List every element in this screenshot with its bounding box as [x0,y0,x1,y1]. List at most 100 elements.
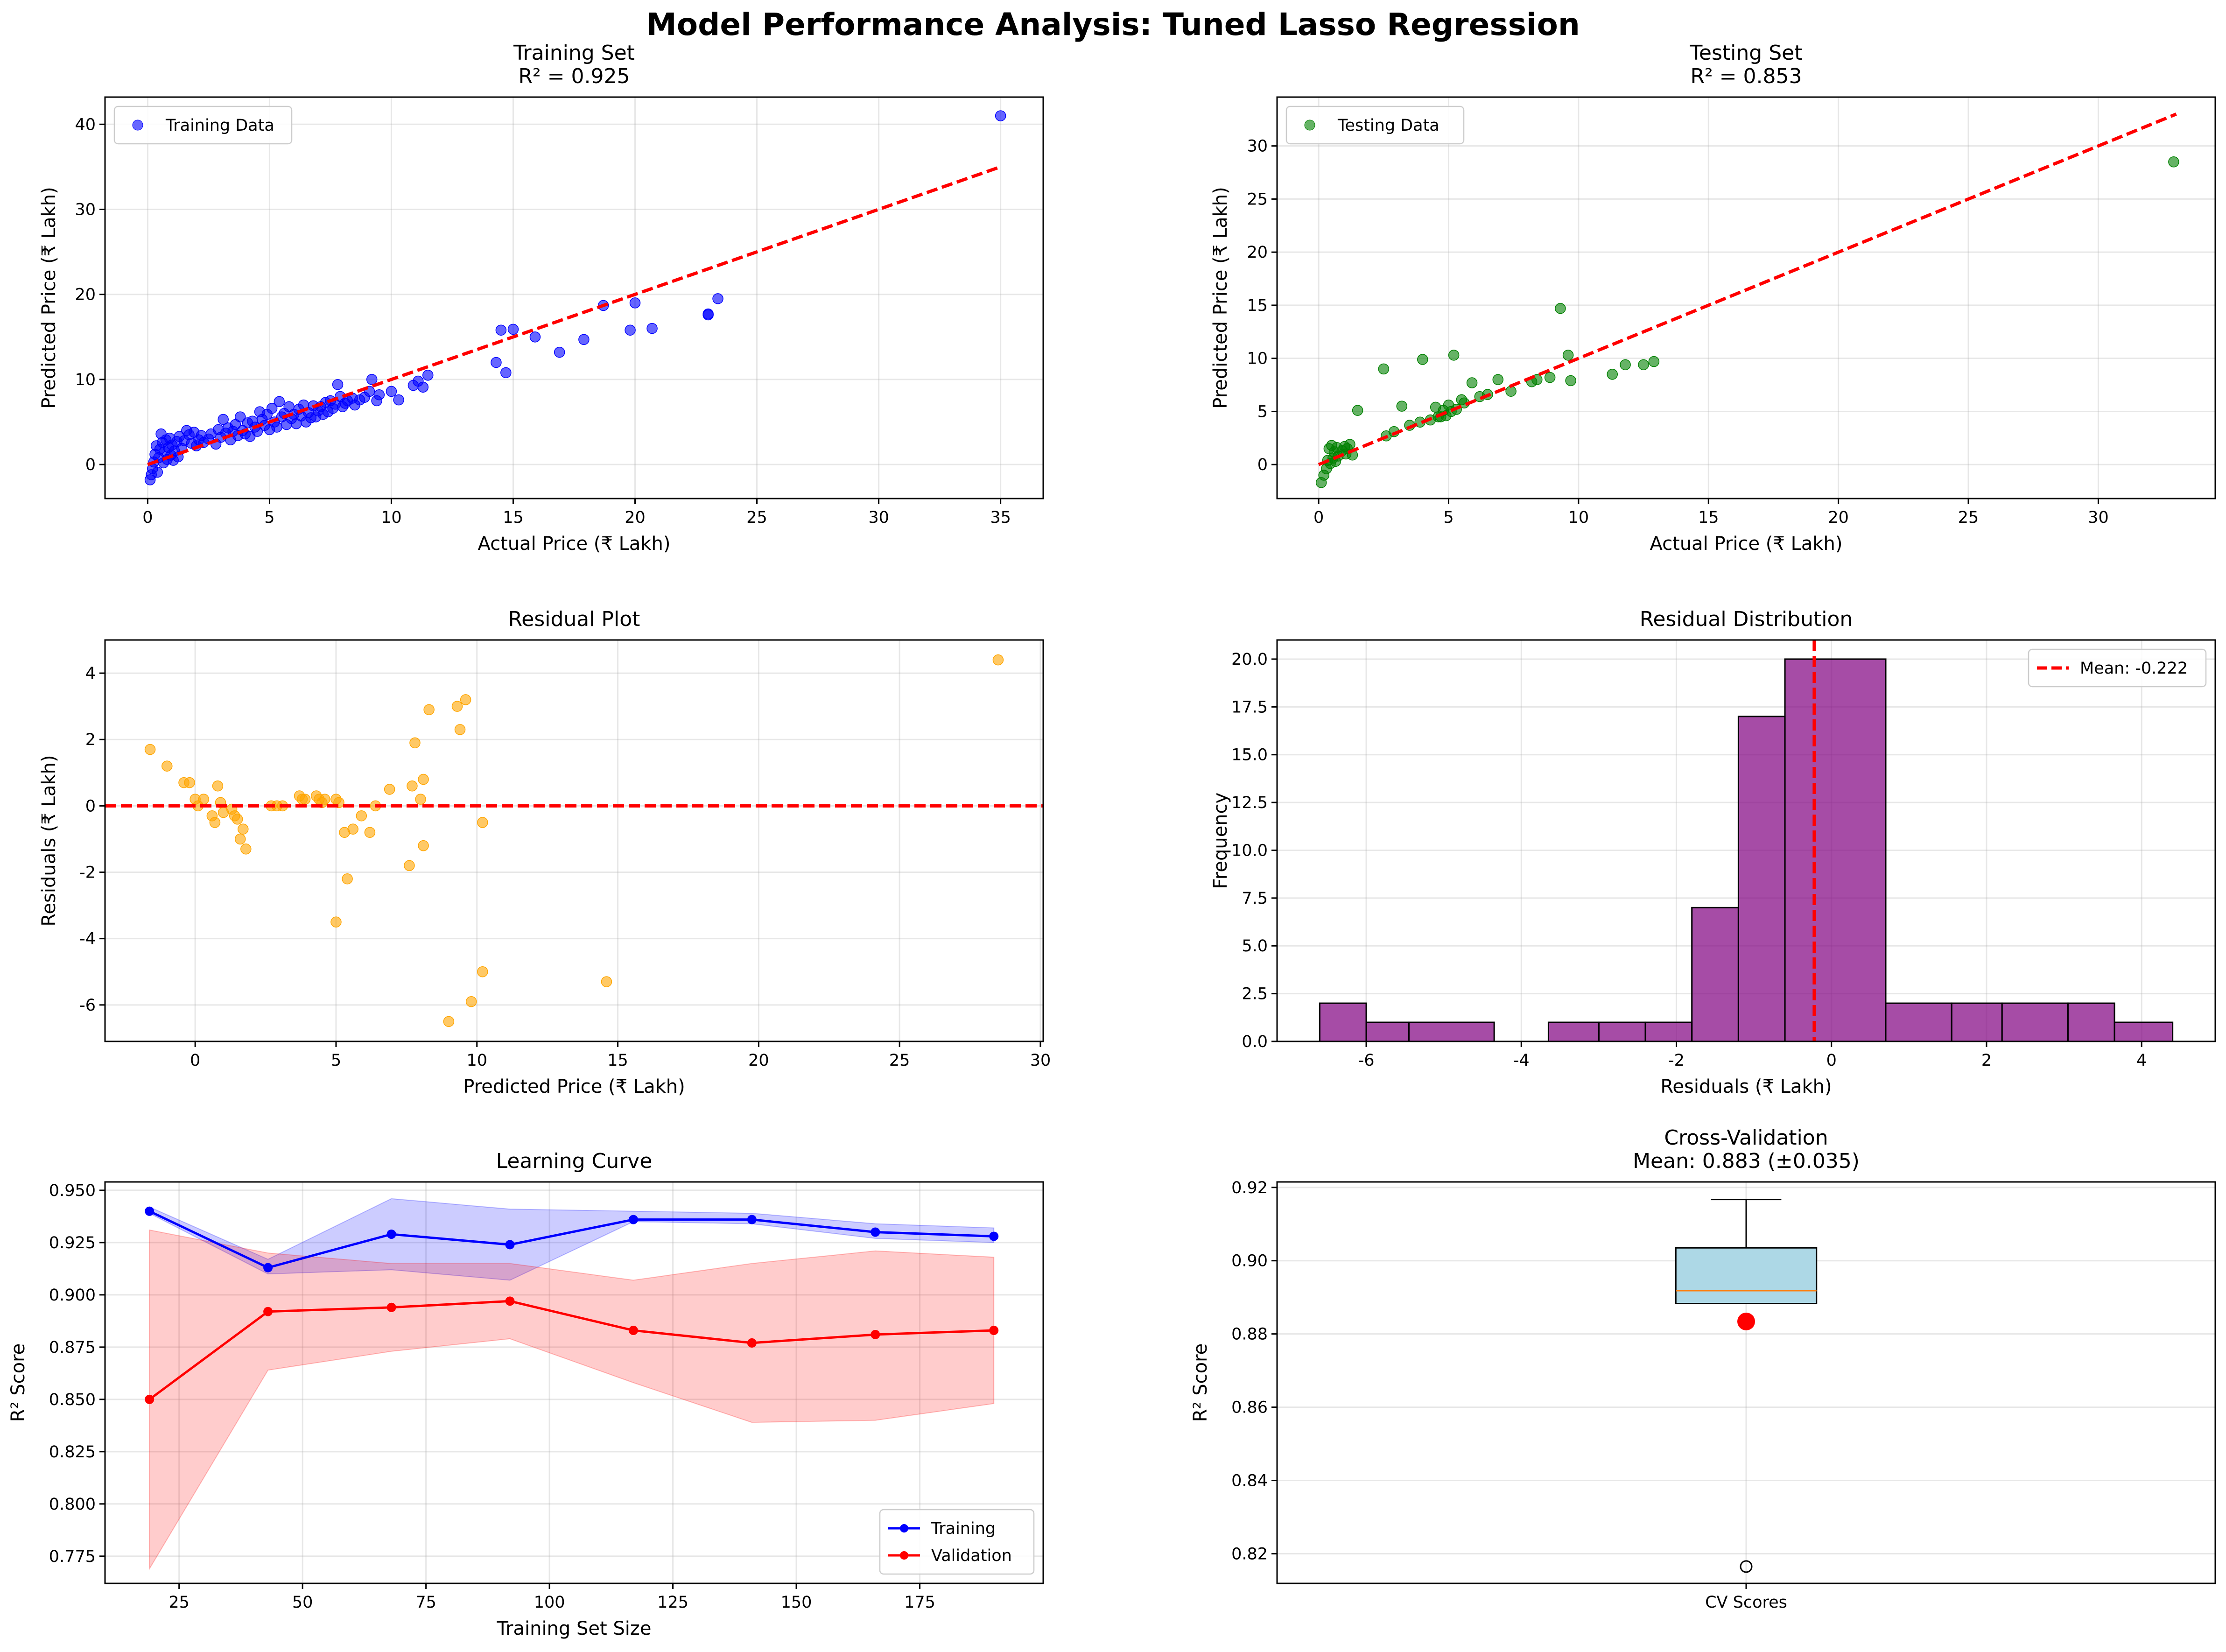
data-point [477,817,488,828]
data-point [1544,372,1556,383]
x-tick-label: -6 [1358,1051,1375,1070]
y-tick-label: 0.775 [49,1547,96,1566]
data-point [384,784,395,795]
y-tick-label: 30 [75,201,96,219]
data-point [646,323,658,334]
legend-label: Mean: -0.222 [2080,659,2188,678]
series-marker [628,1326,638,1336]
legend-box [1285,105,1465,145]
data-point [230,419,241,430]
data-point [1562,350,1574,361]
y-tick-label: 0.82 [1231,1545,1268,1563]
chart-title: Training Set [513,41,635,65]
y-tick-label: 0.850 [49,1391,96,1409]
y-tick-label: 0.0 [1242,1033,1268,1051]
y-tick-label: 0.900 [49,1286,96,1305]
legend-box [879,1509,1035,1575]
data-point [1620,359,1631,371]
legend: Training Validation [879,1509,1035,1575]
x-tick-label: 15 [607,1051,628,1070]
data-point [629,297,641,309]
figure-title: Model Performance Analysis: Tuned Lasso … [646,7,1580,42]
data-point [415,794,426,805]
chart-subtitle: R² = 0.853 [1690,64,1802,88]
axes-frame [1276,96,2216,499]
series-marker [263,1307,273,1316]
data-point [364,827,376,838]
x-tick-label: 20 [1828,508,1849,527]
y-axis-label: R² Score [1190,1343,1211,1422]
data-point [144,744,156,755]
y-tick-label: 5 [1257,402,1268,421]
plot-area [105,654,1043,1027]
legend: Mean: -0.222 [2028,648,2207,688]
x-tick-label: 0 [1826,1051,1837,1070]
data-point [423,704,435,716]
plot-area [1675,1199,1818,1573]
y-tick-label: 0.950 [49,1181,96,1200]
y-tick-label: 15.0 [1231,746,1268,765]
x-tick-label: 20 [748,1051,769,1070]
data-point [422,370,434,381]
data-point [712,293,723,304]
data-point [454,724,466,735]
data-point [271,422,282,433]
x-axis-label: Residuals (₹ Lakh) [1660,1076,1832,1097]
x-tick-label: 10 [1568,508,1589,527]
x-tick-label: 35 [990,508,1011,527]
data-point [451,701,463,712]
perfect-prediction-line [147,165,1001,466]
histogram-bar [1885,1002,1952,1041]
data-point [218,414,229,425]
y-tick-label: -2 [79,864,96,882]
y-tick-label: 40 [75,115,96,134]
y-tick-label: 0.800 [49,1495,96,1514]
data-point [2168,156,2179,168]
x-tick-label: 75 [415,1593,436,1612]
legend: Testing Data [1285,105,1465,145]
data-point [1607,369,1618,380]
data-point [1344,439,1355,450]
y-tick-label: 10.0 [1231,841,1268,860]
box [1675,1247,1818,1305]
series-marker [386,1302,396,1312]
histogram-bar [1737,716,1786,1041]
data-point [266,403,278,414]
series-marker [871,1227,880,1237]
y-axis-label: Residuals (₹ Lakh) [38,755,60,926]
x-tick-label: -2 [1668,1051,1685,1070]
data-point [1565,375,1576,387]
grid [105,97,1043,499]
y-axis-label: R² Score [7,1343,29,1422]
plot-area [1315,112,2179,488]
series-marker [871,1329,880,1339]
data-point [366,374,378,385]
data-point [162,760,173,772]
data-point [418,840,429,851]
y-tick-label: 7.5 [1242,889,1268,908]
grid [105,640,1043,1041]
histogram-bar [1691,907,1739,1041]
plot-area [145,1198,999,1571]
x-tick-label: 5 [331,1051,341,1070]
y-tick-label: 20.0 [1231,650,1268,669]
data-point [418,773,429,785]
chart-hist: -6 -4 -2 0 2 4 0.0 2.5 5.0 7.5 10.0 12.5 15.0 17.5 20.… [1210,607,2216,1097]
chart-subtitle: Mean: 0.883 (±0.035) [1633,1149,1860,1173]
y-tick-label: 4 [85,664,96,683]
data-point [393,394,404,406]
chart-learn: 25 50 75 100 125 150 175 0.775 0.800 0.825 0.850 0.… [7,1149,1044,1639]
x-tick-label: CV Scores [1705,1593,1787,1612]
axes-frame [1276,1181,2216,1584]
x-axis-label: Actual Price (₹ Lakh) [478,533,670,555]
data-point [1555,303,1566,314]
chart-title: Residual Distribution [1640,607,1853,631]
y-axis-label: Predicted Price (₹ Lakh) [38,187,60,408]
y-tick-label: 0.825 [49,1443,96,1462]
data-point [240,844,252,855]
data-point [235,411,246,422]
y-tick-label: 0 [1257,456,1268,474]
confidence-band [149,1198,995,1281]
y-tick-label: 25 [1247,190,1268,209]
